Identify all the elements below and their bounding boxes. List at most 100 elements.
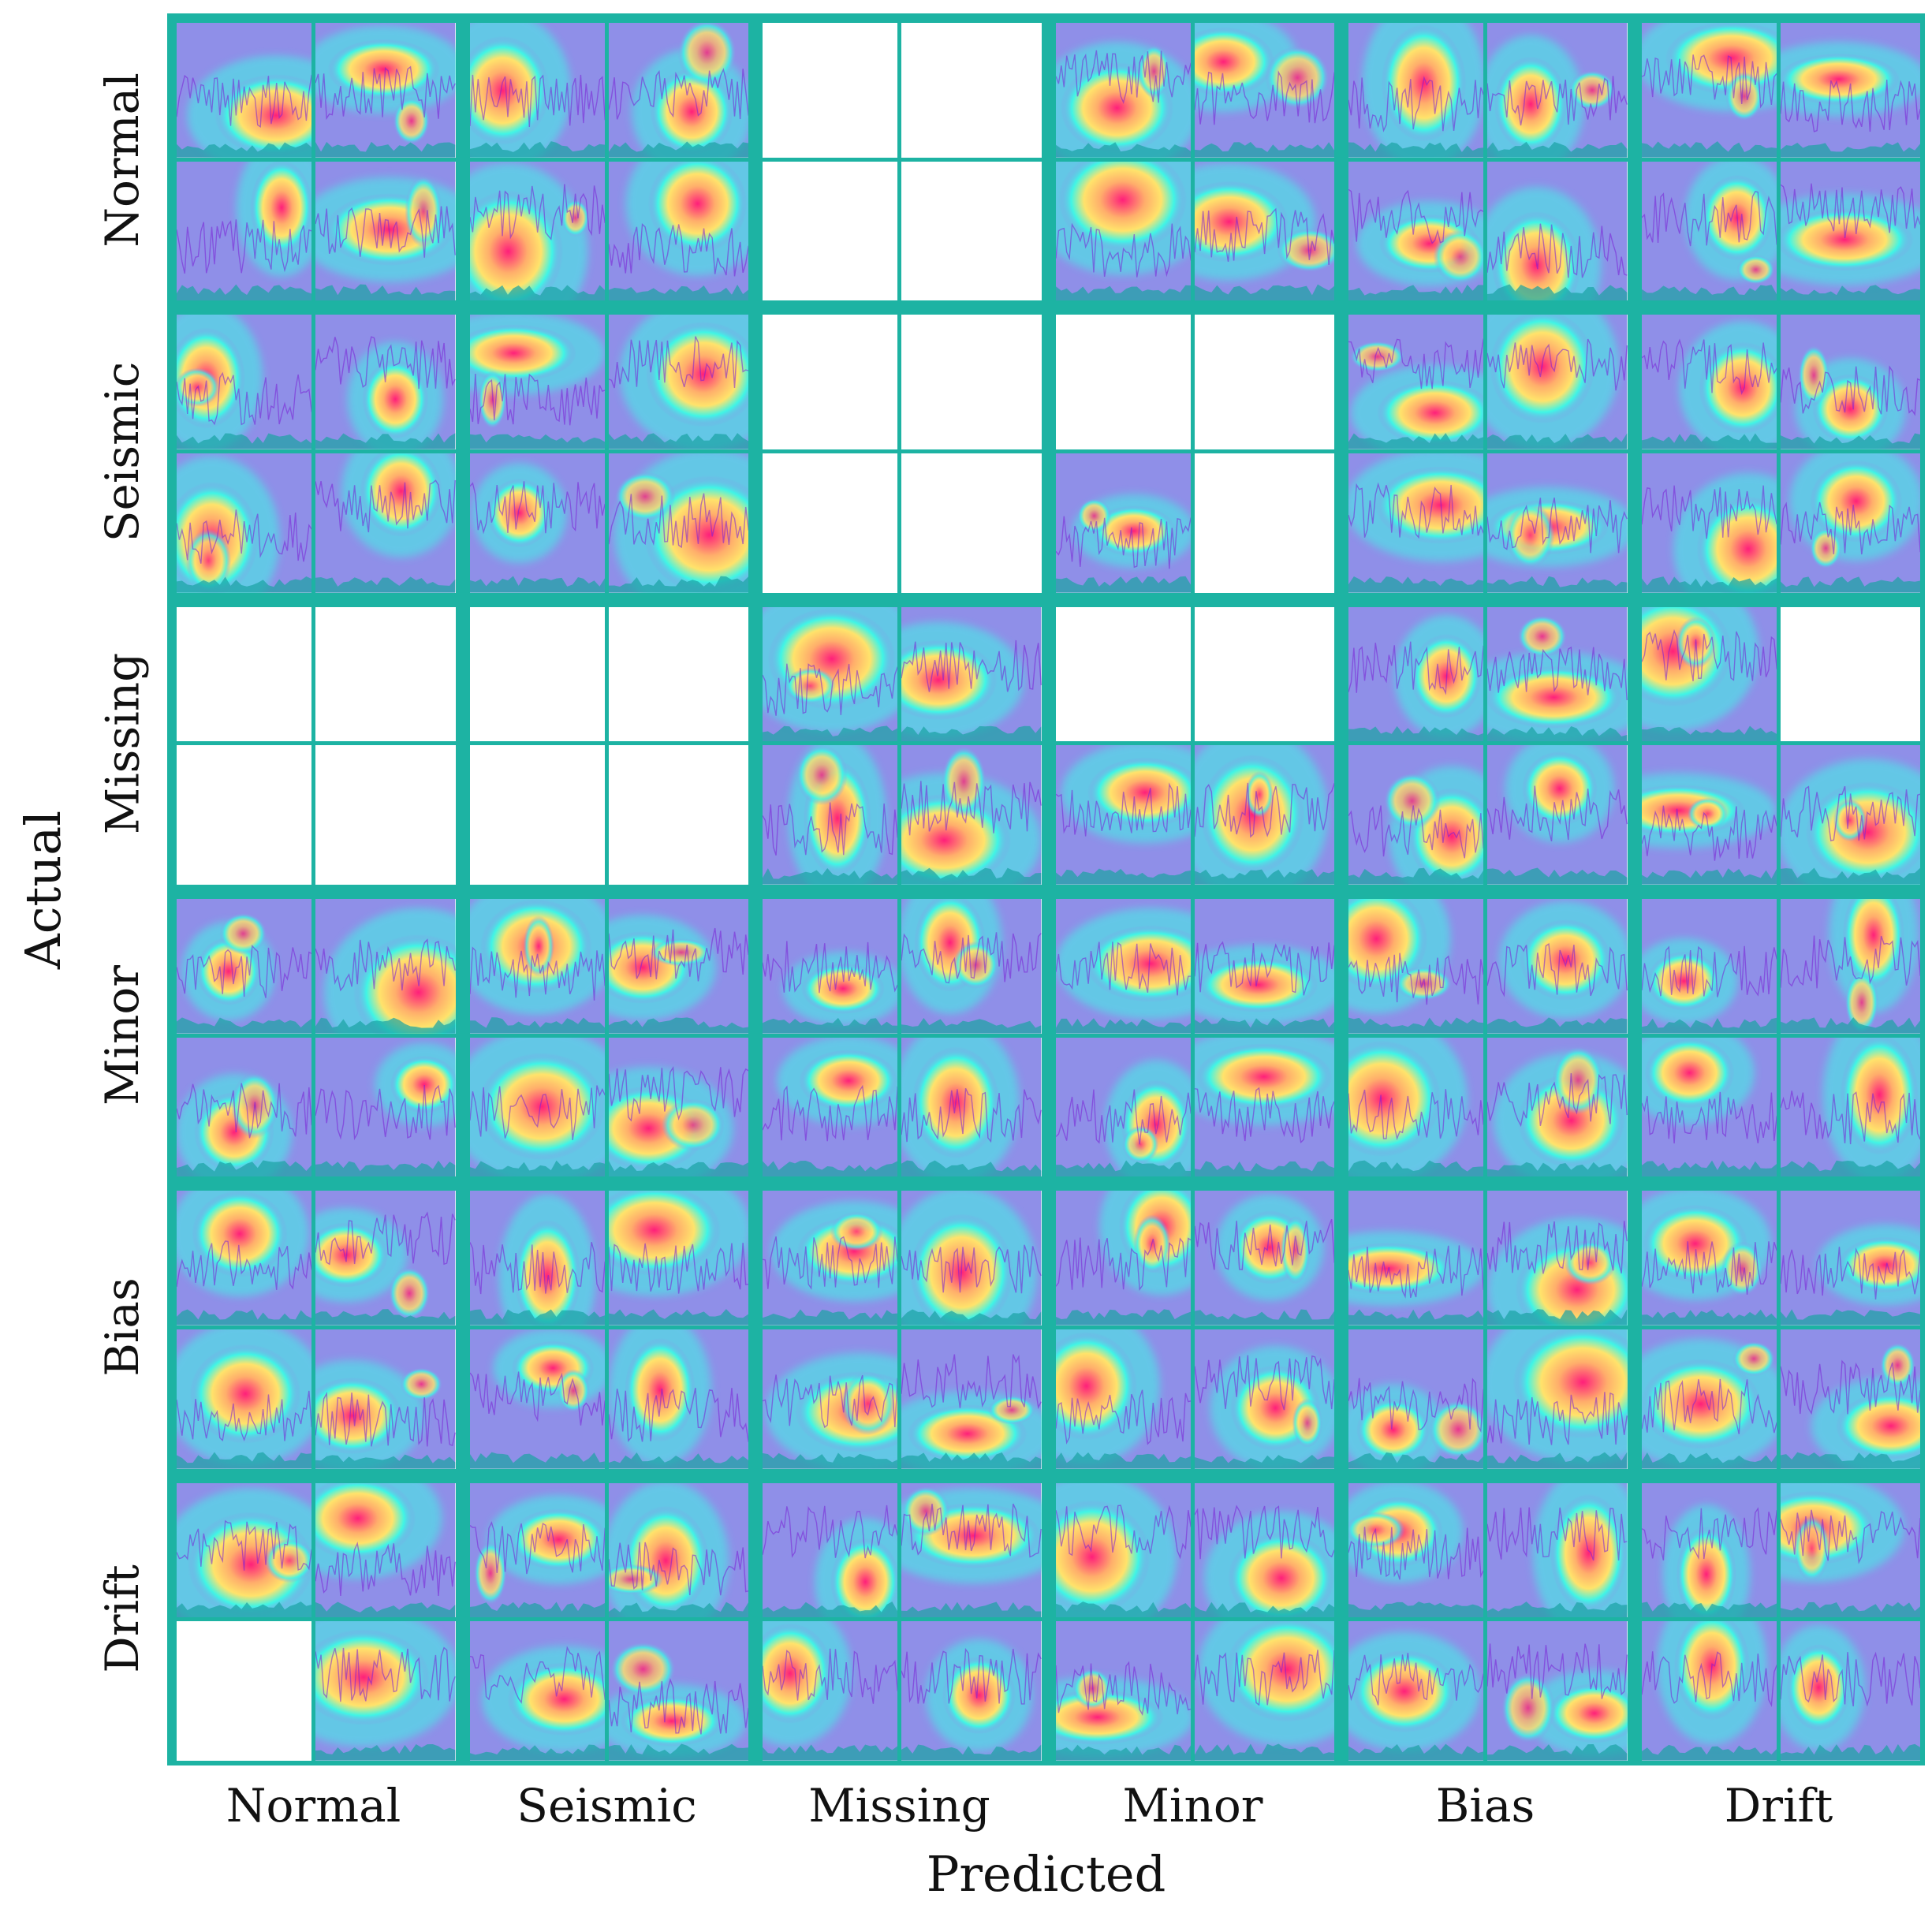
- heatmap-cell: [1641, 453, 1777, 593]
- empty-cell: [763, 315, 898, 449]
- heatmap-cell: [1055, 745, 1191, 885]
- col-label-minor: Minor: [1122, 1779, 1263, 1833]
- empty-cell: [901, 315, 1042, 449]
- heatmap-cell: [1641, 745, 1777, 885]
- heatmap-cell: [469, 161, 605, 301]
- heatmap-cell: [1641, 161, 1777, 301]
- heatmap-cell: [469, 1191, 605, 1325]
- heatmap-cell: [1780, 899, 1920, 1034]
- empty-cell: [1055, 315, 1191, 449]
- heatmap-cell: [763, 1037, 898, 1177]
- heatmap-cell: [177, 23, 312, 158]
- col-label-missing: Missing: [808, 1779, 990, 1833]
- empty-cell: [177, 1621, 312, 1761]
- heatmap-cell: [1055, 1329, 1191, 1469]
- heatmap-cell: [1487, 453, 1628, 593]
- heatmap-cell: [1055, 1037, 1191, 1177]
- heatmap-cell: [608, 315, 748, 449]
- col-label-bias: Bias: [1435, 1779, 1535, 1833]
- heatmap-cell: [1641, 23, 1777, 158]
- heatmap-cell: [608, 1621, 748, 1761]
- heatmap-cell: [1348, 1037, 1484, 1177]
- heatmap-cell: [1348, 606, 1484, 742]
- confusion-matrix-grid: [167, 13, 1925, 1765]
- empty-cell: [469, 745, 605, 885]
- empty-cell: [177, 745, 312, 885]
- heatmap-cell: [1487, 899, 1628, 1034]
- heatmap-cell: [315, 899, 456, 1034]
- empty-cell: [1194, 606, 1334, 742]
- heatmap-cell: [608, 1037, 748, 1177]
- heatmap-cell: [1780, 1329, 1920, 1469]
- heatmap-cell: [315, 453, 456, 593]
- heatmap-cell: [469, 453, 605, 593]
- heatmap-cell: [608, 23, 748, 158]
- heatmap-cell: [315, 1621, 456, 1761]
- row-label-minor: Minor: [95, 964, 149, 1106]
- row-label-drift: Drift: [95, 1564, 149, 1673]
- empty-cell: [763, 23, 898, 158]
- heatmap-cell: [901, 1621, 1042, 1761]
- heatmap-cell: [1641, 1191, 1777, 1325]
- empty-cell: [763, 161, 898, 301]
- heatmap-cell: [901, 745, 1042, 885]
- heatmap-cell: [469, 23, 605, 158]
- heatmap-cell: [1348, 1621, 1484, 1761]
- heatmap-cell: [1194, 1621, 1334, 1761]
- x-axis-title: Predicted: [926, 1845, 1166, 1903]
- heatmap-cell: [1194, 161, 1334, 301]
- heatmap-cell: [763, 606, 898, 742]
- heatmap-cell: [1348, 1191, 1484, 1325]
- heatmap-cell: [901, 1482, 1042, 1618]
- row-label-missing: Missing: [95, 652, 149, 834]
- empty-cell: [901, 161, 1042, 301]
- heatmap-cell: [1487, 1329, 1628, 1469]
- heatmap-cell: [608, 1482, 748, 1618]
- heatmap-cell: [608, 899, 748, 1034]
- row-label-seismic: Seismic: [95, 361, 149, 542]
- heatmap-cell: [469, 1621, 605, 1761]
- heatmap-cell: [1194, 1329, 1334, 1469]
- heatmap-cell: [1348, 1482, 1484, 1618]
- heatmap-cell: [608, 1191, 748, 1325]
- heatmap-cell: [177, 1482, 312, 1618]
- heatmap-cell: [763, 1329, 898, 1469]
- col-label-normal: Normal: [226, 1779, 401, 1833]
- heatmap-cell: [1194, 899, 1334, 1034]
- heatmap-cell: [1641, 1037, 1777, 1177]
- empty-cell: [1780, 606, 1920, 742]
- heatmap-cell: [1194, 23, 1334, 158]
- heatmap-cell: [1780, 453, 1920, 593]
- heatmap-cell: [469, 1329, 605, 1469]
- empty-cell: [901, 23, 1042, 158]
- heatmap-cell: [1487, 23, 1628, 158]
- heatmap-cell: [1641, 1621, 1777, 1761]
- row-label-bias: Bias: [95, 1277, 150, 1377]
- heatmap-cell: [763, 1621, 898, 1761]
- heatmap-cell: [901, 1329, 1042, 1469]
- empty-cell: [608, 606, 748, 742]
- heatmap-cell: [1641, 606, 1777, 742]
- heatmap-cell: [763, 899, 898, 1034]
- heatmap-cell: [177, 453, 312, 593]
- heatmap-cell: [901, 1037, 1042, 1177]
- heatmap-cell: [901, 606, 1042, 742]
- heatmap-cell: [315, 1191, 456, 1325]
- empty-cell: [1194, 453, 1334, 593]
- heatmap-cell: [1780, 23, 1920, 158]
- heatmap-cell: [1348, 161, 1484, 301]
- heatmap-cell: [1348, 315, 1484, 449]
- empty-cell: [901, 453, 1042, 593]
- heatmap-cell: [177, 1191, 312, 1325]
- heatmap-cell: [1641, 1482, 1777, 1618]
- heatmap-cell: [763, 1191, 898, 1325]
- heatmap-cell: [1487, 1621, 1628, 1761]
- heatmap-cell: [1055, 899, 1191, 1034]
- heatmap-cell: [608, 453, 748, 593]
- heatmap-cell: [1348, 453, 1484, 593]
- heatmap-cell: [1055, 453, 1191, 593]
- col-label-seismic: Seismic: [517, 1779, 697, 1833]
- empty-cell: [608, 745, 748, 885]
- heatmap-cell: [1348, 899, 1484, 1034]
- heatmap-cell: [1194, 1037, 1334, 1177]
